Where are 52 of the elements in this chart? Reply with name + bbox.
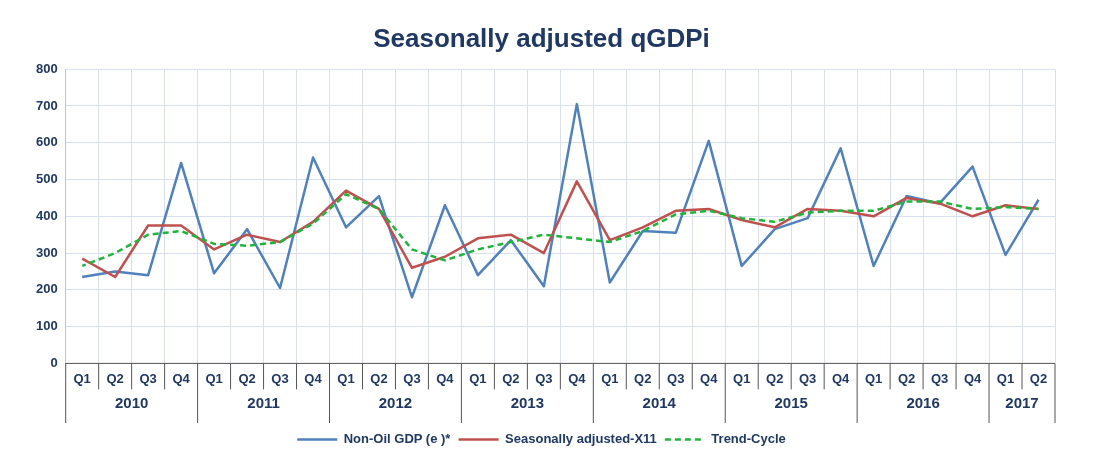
x-tick-label: Q3: [930, 370, 949, 386]
x-tick-label: Q4: [436, 370, 455, 386]
y-tick-label: 400: [35, 207, 58, 223]
x-tick-label: Q1: [337, 370, 355, 386]
x-tick-label: Q1: [996, 370, 1015, 386]
y-tick-label: 300: [35, 244, 58, 260]
x-tick-label: Q1: [73, 370, 91, 386]
x-tick-label: Q1: [205, 370, 223, 386]
x-tick-label: Q2: [634, 370, 652, 386]
y-tick-label: 100: [35, 318, 58, 334]
text: 2010: [114, 393, 149, 411]
x-tick-label: Q1: [864, 370, 883, 386]
x-tick-label: Q3: [403, 370, 421, 386]
x-tick-label: Q1: [601, 370, 619, 386]
legend-label: Seasonally adjusted-X11: [505, 431, 657, 447]
x-tick-label: Q4: [172, 370, 191, 386]
x-tick-label: Q2: [1029, 370, 1048, 386]
y-tick-label: 700: [35, 97, 58, 113]
x-tick-label: Q2: [766, 370, 784, 386]
x-tick-label: Q4: [700, 370, 719, 386]
x-tick-label: Q2: [502, 370, 520, 386]
chart-title: Seasonally adjusted qGDPi: [373, 22, 710, 53]
text: 2014: [642, 393, 677, 411]
x-tick-label: Q2: [238, 370, 256, 386]
x-tick-label: Q3: [535, 370, 553, 386]
x-tick-label: Q3: [667, 370, 685, 386]
x-tick-label: Q1: [733, 370, 751, 386]
x-tick-label: Q4: [831, 370, 851, 386]
text: 2013: [510, 393, 545, 411]
text: 2012: [378, 393, 413, 411]
y-tick-label: 200: [35, 281, 58, 297]
legend-label: Non-Oil GDP (e )*: [343, 431, 452, 447]
x-tick-label: Q2: [370, 370, 388, 386]
text: 2011: [247, 393, 280, 411]
y-tick-label: 600: [35, 134, 58, 150]
x-tick-label: Q1: [469, 370, 487, 386]
y-tick-label: 800: [35, 60, 58, 76]
x-tick-label: Q2: [897, 370, 916, 386]
text: 2017: [1005, 393, 1039, 411]
text: 2016: [906, 393, 940, 411]
x-tick-label: Q4: [963, 370, 982, 386]
x-tick-label: Q2: [106, 370, 124, 386]
legend-label: Trend-Cycle: [711, 431, 786, 447]
line-series: [80, 192, 1040, 268]
y-tick-label: 0: [50, 354, 58, 370]
text: 2015: [774, 393, 808, 411]
x-tick-label: Q4: [568, 370, 587, 386]
x-tick-label: Q3: [139, 370, 157, 386]
x-tick-label: Q3: [799, 370, 817, 386]
y-tick-label: 500: [35, 171, 58, 187]
x-tick-label: Q4: [304, 370, 323, 386]
x-tick-label: Q3: [271, 370, 289, 386]
